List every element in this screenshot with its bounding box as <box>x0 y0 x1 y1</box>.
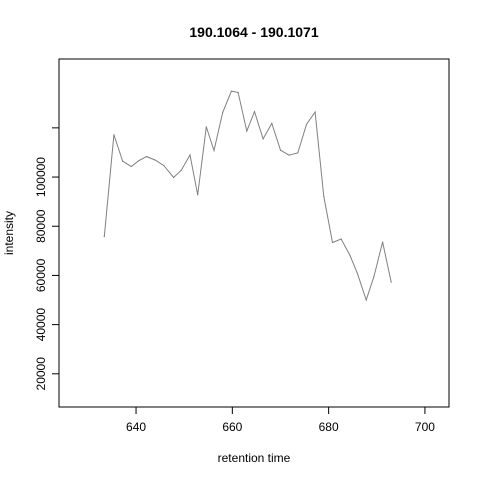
y-axis: 20000 40000 60000 80000 100000 <box>34 127 59 391</box>
data-point <box>197 194 199 196</box>
series-line <box>103 90 392 302</box>
x-tick-label: 640 <box>126 420 146 434</box>
data-point <box>253 111 256 113</box>
data-point <box>189 154 191 156</box>
y-axis-label: intensity <box>2 211 16 255</box>
data-point <box>138 159 140 162</box>
data-point <box>172 176 175 179</box>
chart-title: 190.1064 - 190.1071 <box>189 24 318 40</box>
data-point <box>331 241 334 244</box>
data-point <box>146 156 148 158</box>
y-tick-label: 100000 <box>34 157 48 197</box>
data-point <box>262 138 264 140</box>
y-tick-label: 40000 <box>34 308 48 342</box>
data-point <box>180 169 182 171</box>
data-point <box>237 91 239 94</box>
x-tick-label: 680 <box>319 420 339 434</box>
data-point <box>121 160 124 162</box>
data-point <box>130 165 132 168</box>
data-point <box>205 126 207 128</box>
data-point <box>314 111 316 113</box>
data-point <box>297 152 299 154</box>
data-point <box>154 159 156 161</box>
data-point <box>163 165 165 167</box>
series-layer <box>103 90 392 302</box>
data-point <box>373 276 375 278</box>
data-point <box>349 254 351 256</box>
data-point <box>230 90 232 92</box>
data-point <box>113 134 115 136</box>
data-point <box>279 149 282 151</box>
plot-area-frame <box>58 58 450 408</box>
x-tick-label: 660 <box>222 420 242 434</box>
x-tick-label: 700 <box>415 420 435 434</box>
data-point <box>365 299 367 301</box>
data-point <box>390 281 392 283</box>
data-point <box>323 195 325 198</box>
data-point <box>356 273 359 275</box>
data-point <box>305 123 308 126</box>
data-point <box>246 130 248 132</box>
y-tick-label: 60000 <box>34 258 48 292</box>
data-point <box>222 111 224 113</box>
data-point <box>288 154 290 156</box>
y-tick-label: 20000 <box>34 357 48 391</box>
x-axis-label: retention time <box>218 451 291 465</box>
data-point <box>213 149 215 152</box>
data-point <box>103 235 105 238</box>
data-point <box>271 122 273 125</box>
data-point <box>381 241 384 243</box>
data-point <box>340 238 342 240</box>
x-axis: 640 660 680 700 <box>126 407 435 434</box>
y-tick-label: 80000 <box>34 209 48 243</box>
